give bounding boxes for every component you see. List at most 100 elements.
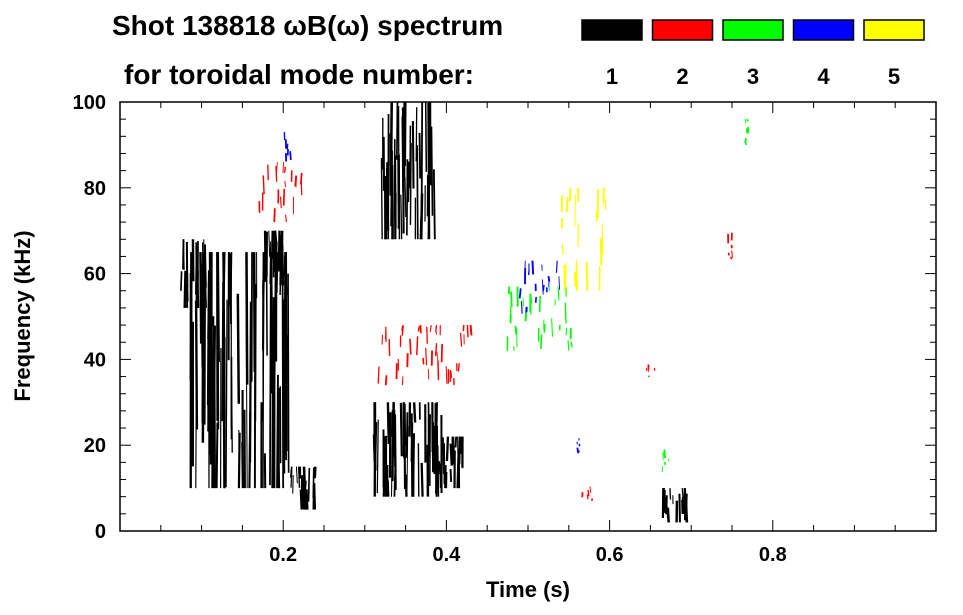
spectral-stroke: [457, 363, 460, 372]
spectral-stroke: [746, 118, 749, 122]
spectral-stroke: [285, 335, 288, 397]
spectral-stroke: [279, 276, 282, 296]
mode-4-feature: [576, 438, 581, 454]
mode-1-feature: [436, 436, 464, 489]
spectral-stroke: [727, 252, 730, 256]
spectral-stroke: [263, 252, 266, 296]
spectral-stroke: [385, 167, 389, 227]
spectral-stroke: [189, 252, 193, 381]
spectral-stroke: [248, 412, 252, 489]
spectral-stroke: [313, 466, 317, 479]
spectral-stroke: [666, 504, 669, 519]
spectral-stroke: [514, 325, 518, 335]
spectral-stroke: [283, 299, 286, 408]
spectral-stroke: [223, 311, 226, 421]
spectral-stroke: [666, 507, 670, 523]
y-tick-label: 40: [84, 349, 106, 371]
spectral-stroke: [376, 419, 379, 494]
mode-4-feature: [518, 260, 561, 314]
spectral-stroke: [681, 488, 684, 499]
spectral-stroke: [194, 300, 199, 430]
y-axis-label: Frequency (kHz): [10, 230, 35, 401]
legend-swatch-5: [863, 19, 925, 41]
spectral-stroke: [279, 196, 282, 209]
legend-label-2: 2: [676, 64, 688, 89]
spectral-stroke: [391, 411, 395, 482]
spectral-stroke: [415, 107, 418, 162]
legend-label-4: 4: [817, 64, 830, 89]
spectral-stroke: [601, 223, 604, 255]
y-tick-label: 0: [95, 521, 106, 543]
mode-1-feature: [262, 230, 288, 296]
spectral-stroke: [245, 319, 248, 489]
spectral-stroke: [406, 159, 409, 236]
spectral-stroke: [222, 388, 226, 489]
spectral-stroke: [469, 324, 473, 336]
spectral-stroke: [439, 463, 443, 489]
spectral-stroke: [432, 169, 436, 240]
spectral-stroke: [445, 366, 448, 384]
mode-1-feature: [289, 466, 317, 510]
spectral-stroke: [555, 260, 558, 273]
spectral-stroke: [663, 449, 666, 459]
spectral-stroke: [275, 165, 278, 182]
spectral-stroke: [222, 252, 226, 297]
spectral-stroke: [543, 323, 546, 333]
spectral-stroke: [542, 284, 545, 292]
spectral-stroke: [669, 488, 672, 500]
spectral-stroke: [270, 230, 273, 268]
spectral-stroke: [393, 139, 396, 240]
spectral-stroke: [434, 343, 438, 357]
spectral-stroke: [401, 376, 404, 386]
spectral-stroke: [435, 325, 438, 333]
y-tick-label: 20: [84, 435, 106, 457]
spectral-stroke: [393, 465, 397, 497]
spectral-stroke: [744, 138, 747, 144]
spectral-stroke: [289, 151, 292, 161]
legend-swatch-3: [722, 19, 784, 41]
spectral-stroke: [574, 194, 576, 227]
spectral-stroke: [425, 347, 428, 366]
spectral-stroke: [648, 375, 650, 378]
spectral-stroke: [520, 301, 523, 314]
spectral-stroke: [295, 466, 298, 484]
spectral-stroke: [282, 162, 284, 174]
y-axis: 0 20 40 60 80 100: [73, 92, 936, 543]
mode-1-feature: [189, 252, 290, 489]
y-tick-label: 80: [84, 178, 106, 200]
spectral-stroke: [590, 498, 594, 502]
spectral-stroke: [513, 346, 515, 351]
spectral-stroke: [394, 414, 397, 490]
chart-title-line1: Shot 138818 ωB(ω) spectrum: [112, 10, 503, 41]
mode-2-feature: [377, 324, 473, 386]
spectral-stroke: [401, 325, 404, 332]
legend-label-1: 1: [606, 64, 618, 89]
spectral-stroke: [567, 340, 570, 351]
spectral-stroke: [558, 276, 561, 290]
mode-3-feature: [506, 286, 573, 351]
spectral-stroke: [522, 297, 524, 307]
spectral-stroke: [589, 486, 592, 493]
spectral-stroke: [451, 436, 455, 465]
spectral-stroke: [419, 193, 424, 240]
spectral-stroke: [568, 187, 572, 202]
mode-3-feature: [661, 449, 670, 473]
spectral-stroke: [411, 121, 415, 189]
spectral-stroke: [449, 371, 453, 379]
spectral-stroke: [576, 447, 580, 454]
spectral-stroke: [262, 252, 265, 351]
spectral-stroke: [744, 119, 747, 124]
legend-swatch-4: [792, 19, 855, 41]
spectral-stroke: [305, 489, 309, 510]
spectral-stroke: [424, 102, 428, 172]
spectral-stroke: [599, 237, 603, 266]
spectral-stroke: [209, 309, 213, 465]
x-tick-label: 0.4: [432, 544, 461, 566]
mode-2-feature: [581, 486, 594, 502]
spectral-stroke: [277, 230, 281, 272]
spectral-stroke: [386, 402, 390, 445]
spectral-stroke: [213, 325, 217, 396]
spectral-stroke: [449, 443, 454, 466]
spectral-stroke: [194, 265, 198, 295]
spectral-stroke: [399, 402, 403, 457]
